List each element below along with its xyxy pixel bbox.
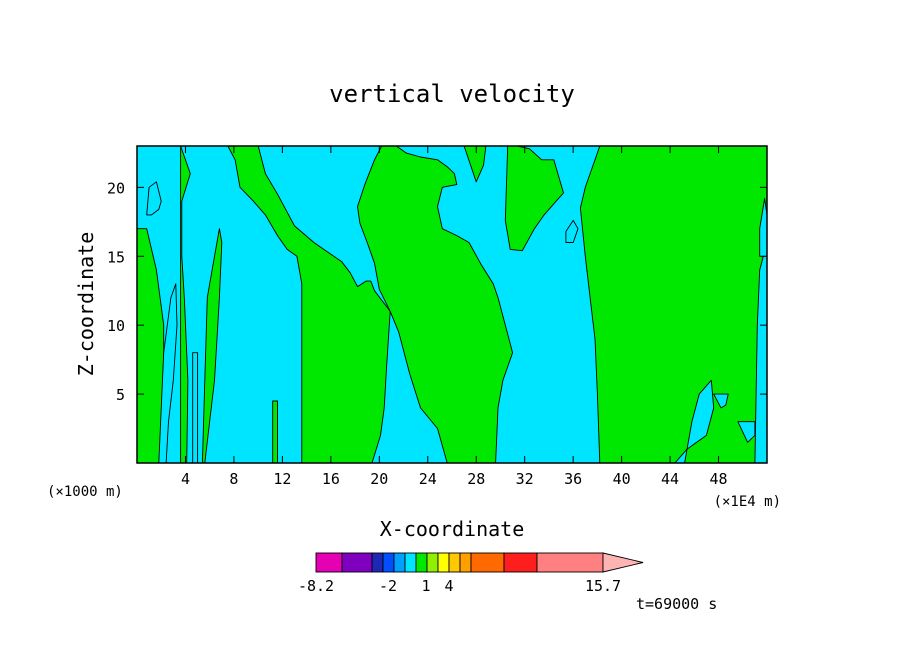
colorbar-label: 4 (444, 577, 453, 595)
colorbar-swatch (503, 552, 538, 573)
x-tick-label: 16 (322, 470, 340, 488)
colorbar-swatch (459, 552, 472, 573)
y-tick-label: 10 (107, 317, 125, 335)
x-axis-label: X-coordinate (380, 517, 525, 541)
x-tick-label: 4 (181, 470, 190, 488)
colorbar-swatch (426, 552, 439, 573)
negative-region-1 (192, 352, 199, 464)
y-axis-ticks: 5 10 15 20 (107, 179, 767, 404)
negative-velocity-regions (146, 181, 768, 464)
x-tick-label: 12 (273, 470, 291, 488)
colorbar-swatch (371, 552, 384, 573)
colorbar-label: 15.7 (585, 577, 621, 595)
colorbar-swatch (536, 552, 604, 573)
positive-region-1 (180, 145, 191, 464)
colorbar-swatch (415, 552, 428, 573)
positive-region-7 (579, 145, 768, 464)
colorbar-swatch (448, 552, 461, 573)
x-tick-label: 28 (467, 470, 485, 488)
y-tick-label: 15 (107, 248, 125, 266)
negative-region-2 (565, 219, 579, 243)
colorbar-max-arrow (602, 552, 644, 573)
colorbar-swatch (315, 552, 343, 573)
negative-region-0 (158, 283, 178, 464)
y-tick-label: 5 (116, 386, 125, 404)
x-tick-label: 20 (370, 470, 388, 488)
colorbar-swatch (341, 552, 373, 573)
x-tick-label: 8 (229, 470, 238, 488)
positive-region-6 (504, 145, 564, 252)
x-tick-label: 24 (419, 470, 437, 488)
colorbar-swatch (437, 552, 450, 573)
positive-velocity-regions (136, 145, 768, 464)
colorbar-swatch (470, 552, 505, 573)
x-tick-label: 48 (710, 470, 728, 488)
x-axis-ticks: 4 8 12 16 20 24 28 32 36 40 44 48 (181, 146, 728, 488)
plot-frame (136, 145, 768, 464)
positive-region-3 (212, 145, 391, 464)
y-tick-label: 20 (107, 179, 125, 197)
chart-title: vertical velocity (329, 80, 575, 108)
negative-region-4 (713, 393, 729, 409)
x-unit-label: (×1E4 m) (714, 494, 781, 510)
colorbar-label: -8.2 (298, 577, 334, 595)
positive-region-2 (197, 228, 223, 464)
colorbar-label: -2 (379, 577, 397, 595)
negative-region-7 (146, 181, 162, 216)
y-axis-label: Z-coordinate (74, 232, 98, 377)
colorbar-label: 1 (421, 577, 430, 595)
colorbar: -8.2 -2 1 4 15.7 (298, 552, 644, 595)
colorbar-swatch (382, 552, 395, 573)
negative-region-5 (737, 421, 756, 443)
colorbar-swatch (393, 552, 406, 573)
x-tick-label: 44 (661, 470, 679, 488)
positive-region-4 (272, 400, 278, 464)
x-tick-label: 32 (516, 470, 534, 488)
time-label: t=69000 s (636, 595, 717, 613)
x-tick-label: 40 (613, 470, 631, 488)
x-tick-label: 36 (564, 470, 582, 488)
colorbar-swatch (404, 552, 417, 573)
z-unit-label: (×1000 m) (47, 484, 123, 500)
